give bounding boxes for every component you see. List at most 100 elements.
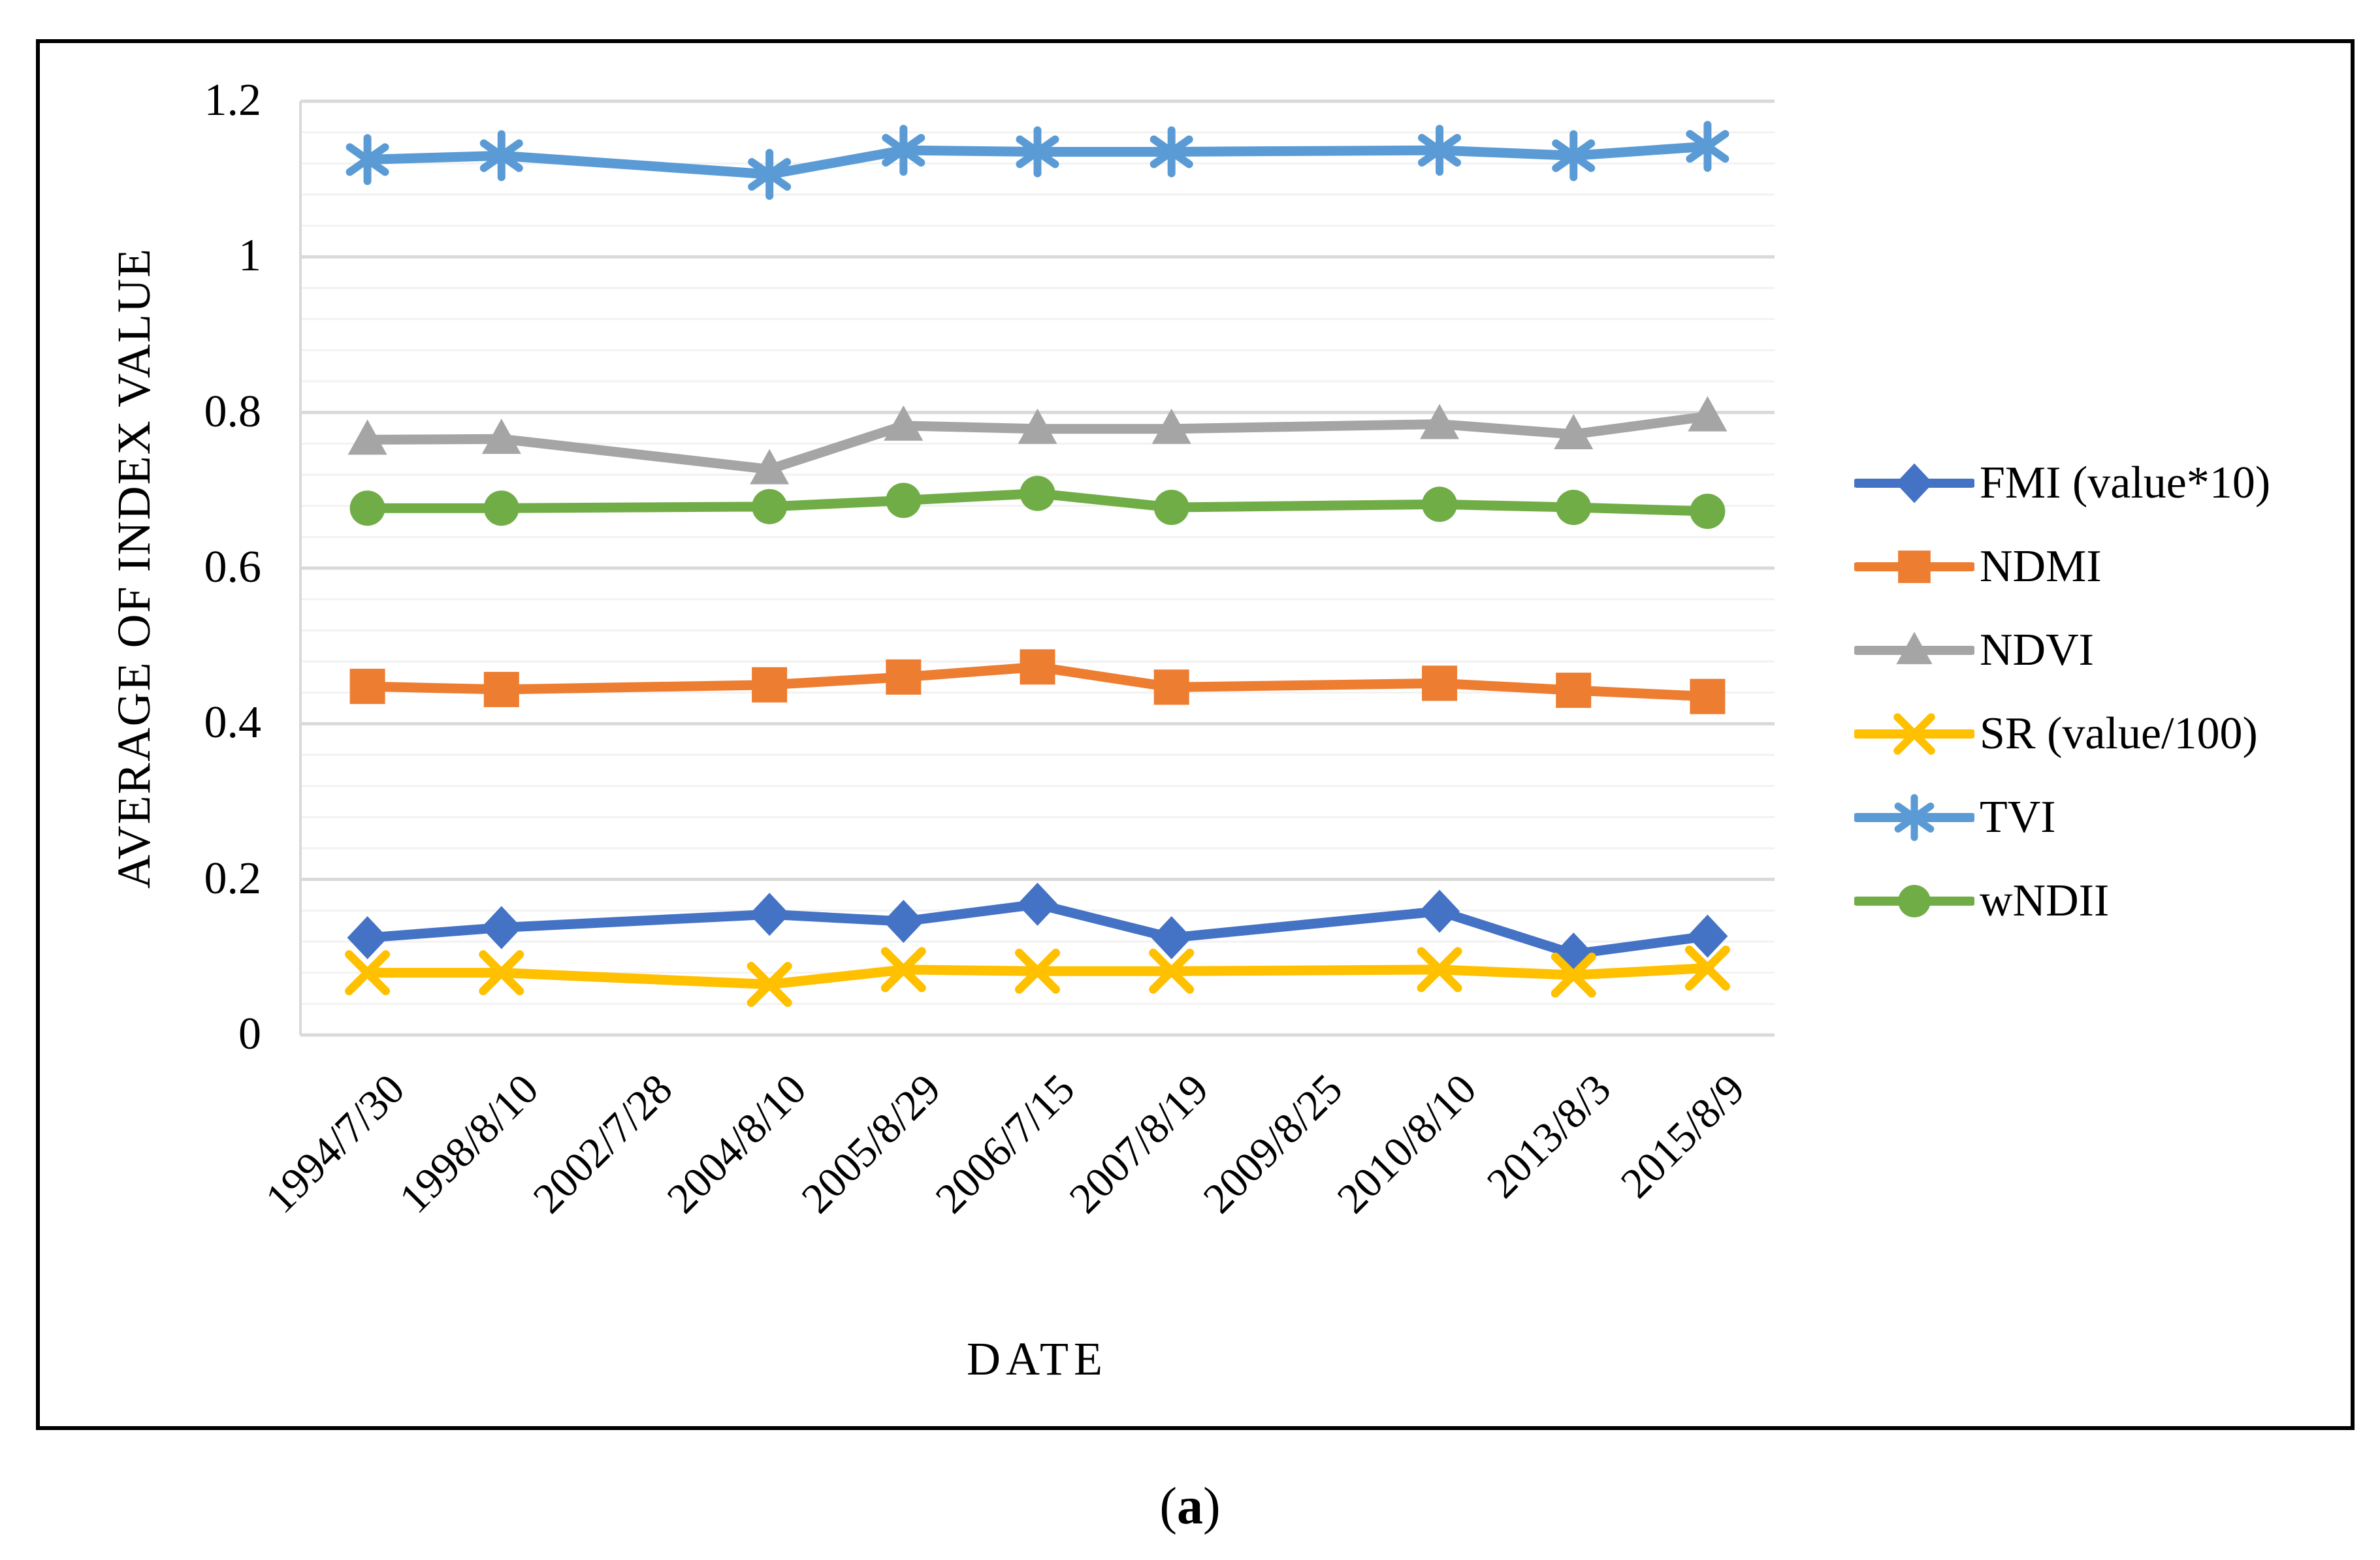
series-marker-ndmi bbox=[1020, 649, 1055, 685]
plot-svg bbox=[299, 99, 1775, 1037]
diamond-marker-shape bbox=[1151, 916, 1192, 960]
series-marker-wndii bbox=[886, 483, 922, 518]
legend-marker-ndmi bbox=[1898, 550, 1931, 583]
series-marker-wndii bbox=[1690, 494, 1726, 530]
triangle-marker-shape bbox=[1420, 404, 1460, 439]
triangle-marker-shape bbox=[1688, 396, 1728, 432]
legend-item-tvi: TVI bbox=[1854, 788, 2370, 848]
x-marker-shape bbox=[1893, 713, 1935, 755]
series-marker-sr bbox=[1551, 952, 1596, 998]
legend-item-ndvi: NDVI bbox=[1854, 620, 2370, 680]
series-marker-sr bbox=[880, 947, 926, 993]
series-marker-ndvi bbox=[1018, 408, 1057, 444]
series-marker-sr bbox=[479, 950, 524, 996]
triangle-marker-shape bbox=[884, 405, 924, 441]
x-marker-shape bbox=[479, 950, 524, 996]
series-marker-ndmi bbox=[349, 669, 385, 705]
legend-swatch-ndvi bbox=[1854, 631, 1974, 665]
x-marker-shape bbox=[1417, 947, 1462, 993]
asterisk-marker-shape bbox=[479, 130, 523, 182]
diamond-marker-shape bbox=[749, 893, 790, 936]
series-marker-sr bbox=[1684, 946, 1730, 991]
series-marker-ndvi bbox=[884, 405, 924, 441]
y-tick-label: 0 bbox=[238, 1009, 261, 1059]
circle-marker-shape bbox=[886, 483, 922, 518]
legend-swatch-sr bbox=[1854, 713, 1974, 755]
y-tick-label: 0.8 bbox=[204, 386, 262, 437]
series-marker-ndvi bbox=[347, 419, 387, 455]
triangle-marker-shape bbox=[1554, 414, 1594, 450]
y-tick-label: 0.4 bbox=[204, 697, 262, 748]
legend-swatch-fmi bbox=[1854, 463, 1974, 503]
diamond-marker-shape bbox=[481, 906, 522, 949]
legend-item-fmi: FMI (value*10) bbox=[1854, 453, 2370, 513]
y-tick-label: 0.6 bbox=[204, 542, 262, 592]
series-marker-fmi bbox=[749, 893, 790, 936]
x-marker-shape bbox=[880, 947, 926, 993]
series-marker-tvi bbox=[1150, 126, 1193, 178]
series-marker-ndvi bbox=[1420, 404, 1460, 439]
series-marker-ndvi bbox=[481, 419, 521, 454]
x-marker-shape bbox=[1684, 946, 1730, 991]
x-marker-shape bbox=[1551, 952, 1596, 998]
figure-caption: (a) bbox=[0, 1477, 2380, 1536]
series-marker-ndmi bbox=[483, 671, 519, 707]
legend-marker-wndii bbox=[1898, 885, 1931, 917]
legend-label-wndii: wNDII bbox=[1980, 876, 2110, 926]
square-marker-shape bbox=[1020, 649, 1055, 685]
series-marker-fmi bbox=[883, 900, 924, 944]
triangle-marker-shape bbox=[347, 419, 387, 455]
x-marker-shape bbox=[1149, 948, 1195, 994]
series-marker-sr bbox=[345, 950, 391, 996]
series-marker-fmi bbox=[1151, 916, 1192, 960]
series-marker-sr bbox=[1417, 947, 1462, 993]
legend-item-ndmi: NDMI bbox=[1854, 537, 2370, 597]
square-marker-shape bbox=[1153, 669, 1189, 705]
y-tick-label: 1 bbox=[238, 231, 261, 281]
square-marker-shape bbox=[1556, 673, 1592, 708]
diamond-marker-shape bbox=[1017, 882, 1058, 926]
series-marker-wndii bbox=[483, 490, 519, 526]
legend-label-sr: SR (value/100) bbox=[1980, 708, 2258, 759]
asterisk-marker-shape bbox=[748, 149, 792, 200]
square-marker-shape bbox=[1422, 665, 1458, 701]
series-marker-ndmi bbox=[886, 659, 922, 695]
series-marker-tvi bbox=[1686, 121, 1729, 172]
series-marker-wndii bbox=[349, 490, 385, 526]
x-axis-title: DATE bbox=[967, 1333, 1108, 1385]
diamond-marker-shape bbox=[1687, 914, 1728, 958]
circle-marker-shape bbox=[1556, 490, 1592, 526]
asterisk-marker-shape bbox=[1418, 125, 1462, 176]
triangle-marker-shape bbox=[1896, 631, 1933, 665]
legend-marker-tvi bbox=[1894, 794, 1935, 841]
y-tick-label: 0.2 bbox=[204, 853, 262, 904]
series-marker-sr bbox=[1149, 948, 1195, 994]
asterisk-marker-shape bbox=[346, 134, 389, 185]
square-marker-shape bbox=[752, 667, 788, 703]
series-marker-tvi bbox=[882, 125, 925, 176]
square-marker-shape bbox=[886, 659, 922, 695]
circle-marker-shape bbox=[349, 490, 385, 526]
circle-marker-shape bbox=[1898, 885, 1931, 917]
series-marker-tvi bbox=[479, 130, 523, 182]
triangle-marker-shape bbox=[1018, 408, 1057, 444]
legend-marker-sr bbox=[1893, 713, 1935, 755]
legend-label-ndvi: NDVI bbox=[1980, 625, 2094, 675]
circle-marker-shape bbox=[752, 488, 788, 524]
series-marker-fmi bbox=[1419, 889, 1460, 933]
legend-swatch-wndii bbox=[1854, 885, 1974, 917]
caption-open-paren: ( bbox=[1159, 1478, 1177, 1535]
series-marker-ndvi bbox=[1554, 414, 1594, 450]
diamond-marker-shape bbox=[883, 900, 924, 944]
legend-marker-fmi bbox=[1895, 463, 1933, 503]
series-marker-ndmi bbox=[752, 667, 788, 703]
diamond-marker-shape bbox=[1419, 889, 1460, 933]
series-marker-tvi bbox=[1016, 126, 1059, 178]
series-marker-ndvi bbox=[1688, 396, 1728, 432]
series-marker-wndii bbox=[1422, 486, 1458, 522]
caption-close-paren: ) bbox=[1203, 1478, 1221, 1535]
legend-swatch-tvi bbox=[1854, 794, 1974, 841]
legend-label-ndmi: NDMI bbox=[1980, 541, 2102, 592]
legend-label-tvi: TVI bbox=[1980, 792, 2056, 842]
square-marker-shape bbox=[1690, 678, 1726, 714]
